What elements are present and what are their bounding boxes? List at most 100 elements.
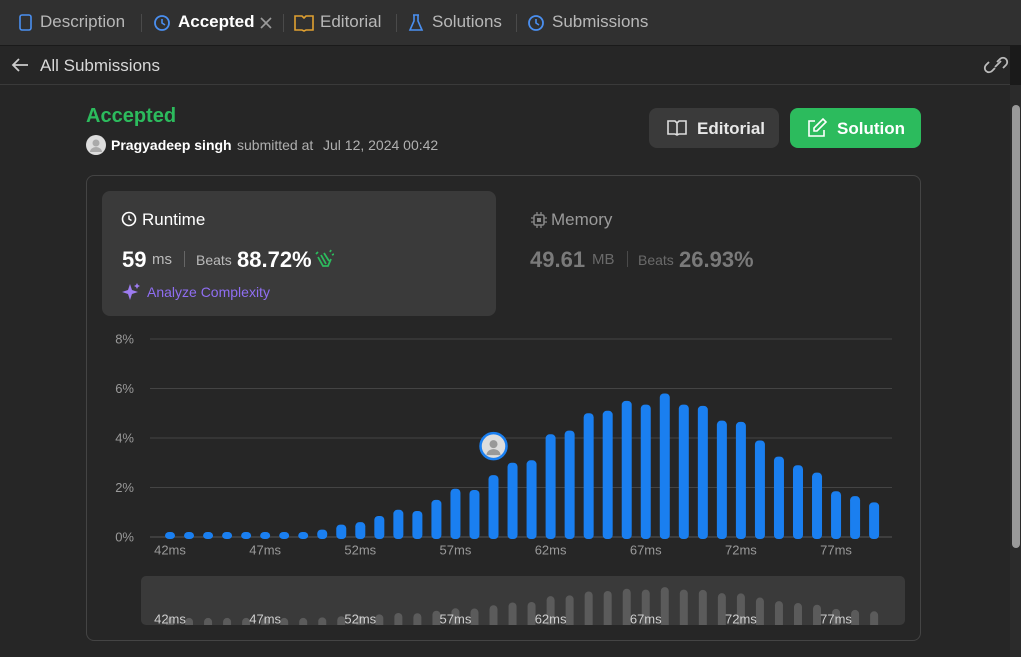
x-tick-label: 72ms: [725, 542, 757, 557]
bar: [678, 404, 689, 539]
overview-tick-label: 72ms: [725, 611, 757, 626]
memory-title: Memory: [551, 210, 613, 229]
memory-value: 49.61: [530, 247, 586, 272]
bar: [203, 532, 214, 539]
bar: [393, 509, 404, 539]
overview-tick-label: 67ms: [630, 611, 662, 626]
runtime-title: Runtime: [142, 210, 206, 229]
bar: [222, 532, 233, 539]
status: Accepted: [86, 105, 177, 127]
bar: [374, 515, 385, 539]
bar: [773, 456, 784, 539]
bar: [526, 460, 537, 539]
tab[interactable]: Editorial: [320, 12, 382, 31]
bar: [754, 440, 765, 539]
tab[interactable]: Solutions: [432, 12, 502, 31]
y-tick-label: 2%: [115, 480, 134, 495]
overview-bar: [755, 597, 764, 631]
tab-bar: [0, 0, 1021, 45]
overview-tick-label: 57ms: [440, 611, 472, 626]
back-link[interactable]: All Submissions: [40, 56, 160, 75]
overview-bar: [774, 601, 783, 631]
memory-beats: 26.93%: [679, 247, 754, 272]
y-tick-label: 0%: [115, 529, 134, 544]
solution-button-label: Solution: [837, 119, 905, 138]
bar: [507, 462, 518, 539]
bar: [831, 491, 842, 539]
chip-icon: [531, 212, 547, 228]
editorial-button-label: Editorial: [697, 119, 766, 138]
overview-tick-label: 62ms: [535, 611, 567, 626]
tab-separator: [516, 14, 517, 32]
runtime-box[interactable]: [102, 191, 496, 316]
submitted-date: Jul 12, 2024 00:42: [323, 137, 439, 153]
x-tick-label: 57ms: [440, 542, 472, 557]
runtime-unit: ms: [152, 251, 172, 268]
y-tick-label: 6%: [115, 381, 134, 396]
bar: [298, 532, 309, 539]
overview-bar: [813, 604, 822, 631]
bar: [640, 404, 651, 539]
tab-active[interactable]: Accepted: [178, 12, 255, 31]
overview-tick-label: 47ms: [249, 611, 281, 626]
bar: [602, 410, 613, 539]
runtime-beats: 88.72%: [237, 247, 312, 272]
x-tick-label: 47ms: [249, 542, 281, 557]
bar: [431, 499, 442, 539]
bar: [564, 430, 575, 539]
bar: [317, 529, 328, 539]
scrollbar-thumb[interactable]: [1012, 105, 1020, 548]
overview-bar: [736, 593, 745, 631]
bar: [450, 488, 461, 539]
tab[interactable]: Submissions: [552, 12, 649, 31]
bar: [279, 532, 290, 539]
x-tick-label: 52ms: [344, 542, 376, 557]
bar: [355, 522, 366, 539]
edit-icon: [808, 118, 828, 137]
overview-bar: [527, 601, 536, 631]
overview-bar: [717, 593, 726, 631]
bar: [621, 400, 632, 539]
overview-tick-label: 77ms: [820, 611, 852, 626]
bar: [469, 489, 480, 539]
y-tick-label: 8%: [115, 331, 134, 346]
book-icon: [667, 120, 687, 136]
tab-icons: [19, 14, 544, 32]
overview-bar: [793, 603, 802, 631]
memory-unit: MB: [592, 251, 615, 268]
overview-tick-label: 52ms: [344, 611, 376, 626]
y-tick-label: 4%: [115, 430, 134, 445]
bar: [850, 496, 861, 539]
solution-button[interactable]: [790, 108, 921, 148]
user-marker-body: [486, 449, 501, 456]
runtime-beats-label: Beats: [196, 252, 232, 268]
bar: [165, 532, 175, 539]
bar: [659, 393, 670, 539]
analyze-link[interactable]: Analyze Complexity: [147, 284, 270, 300]
bar: [488, 475, 499, 539]
user-name[interactable]: Pragyadeep singh: [111, 137, 232, 153]
overview-tick-label: 42ms: [154, 611, 186, 626]
bar: [336, 524, 347, 539]
result-card: [86, 175, 921, 641]
bar: [412, 511, 423, 539]
overview-bar: [508, 602, 517, 631]
tab-separator: [141, 14, 142, 32]
avatar: [86, 135, 106, 155]
bar: [716, 420, 727, 539]
overview-bar: [641, 589, 650, 631]
x-tick-label: 62ms: [535, 542, 567, 557]
overview-bar: [603, 590, 612, 631]
divider: [184, 251, 185, 267]
bar: [735, 421, 746, 539]
tab-separator: [283, 14, 284, 32]
clock-icon: [121, 211, 137, 227]
bar: [583, 413, 594, 539]
runtime-chart: 0% 2% 4% 6% 8% 42ms 42ms 47ms 47ms 52ms 52ms 57ms 57…: [115, 331, 905, 638]
x-tick-label: 42ms: [154, 542, 186, 557]
overview-panel[interactable]: [141, 576, 905, 625]
x-tick-label: 77ms: [820, 542, 852, 557]
tab[interactable]: Description: [40, 12, 126, 31]
editorial-button[interactable]: [649, 108, 779, 148]
